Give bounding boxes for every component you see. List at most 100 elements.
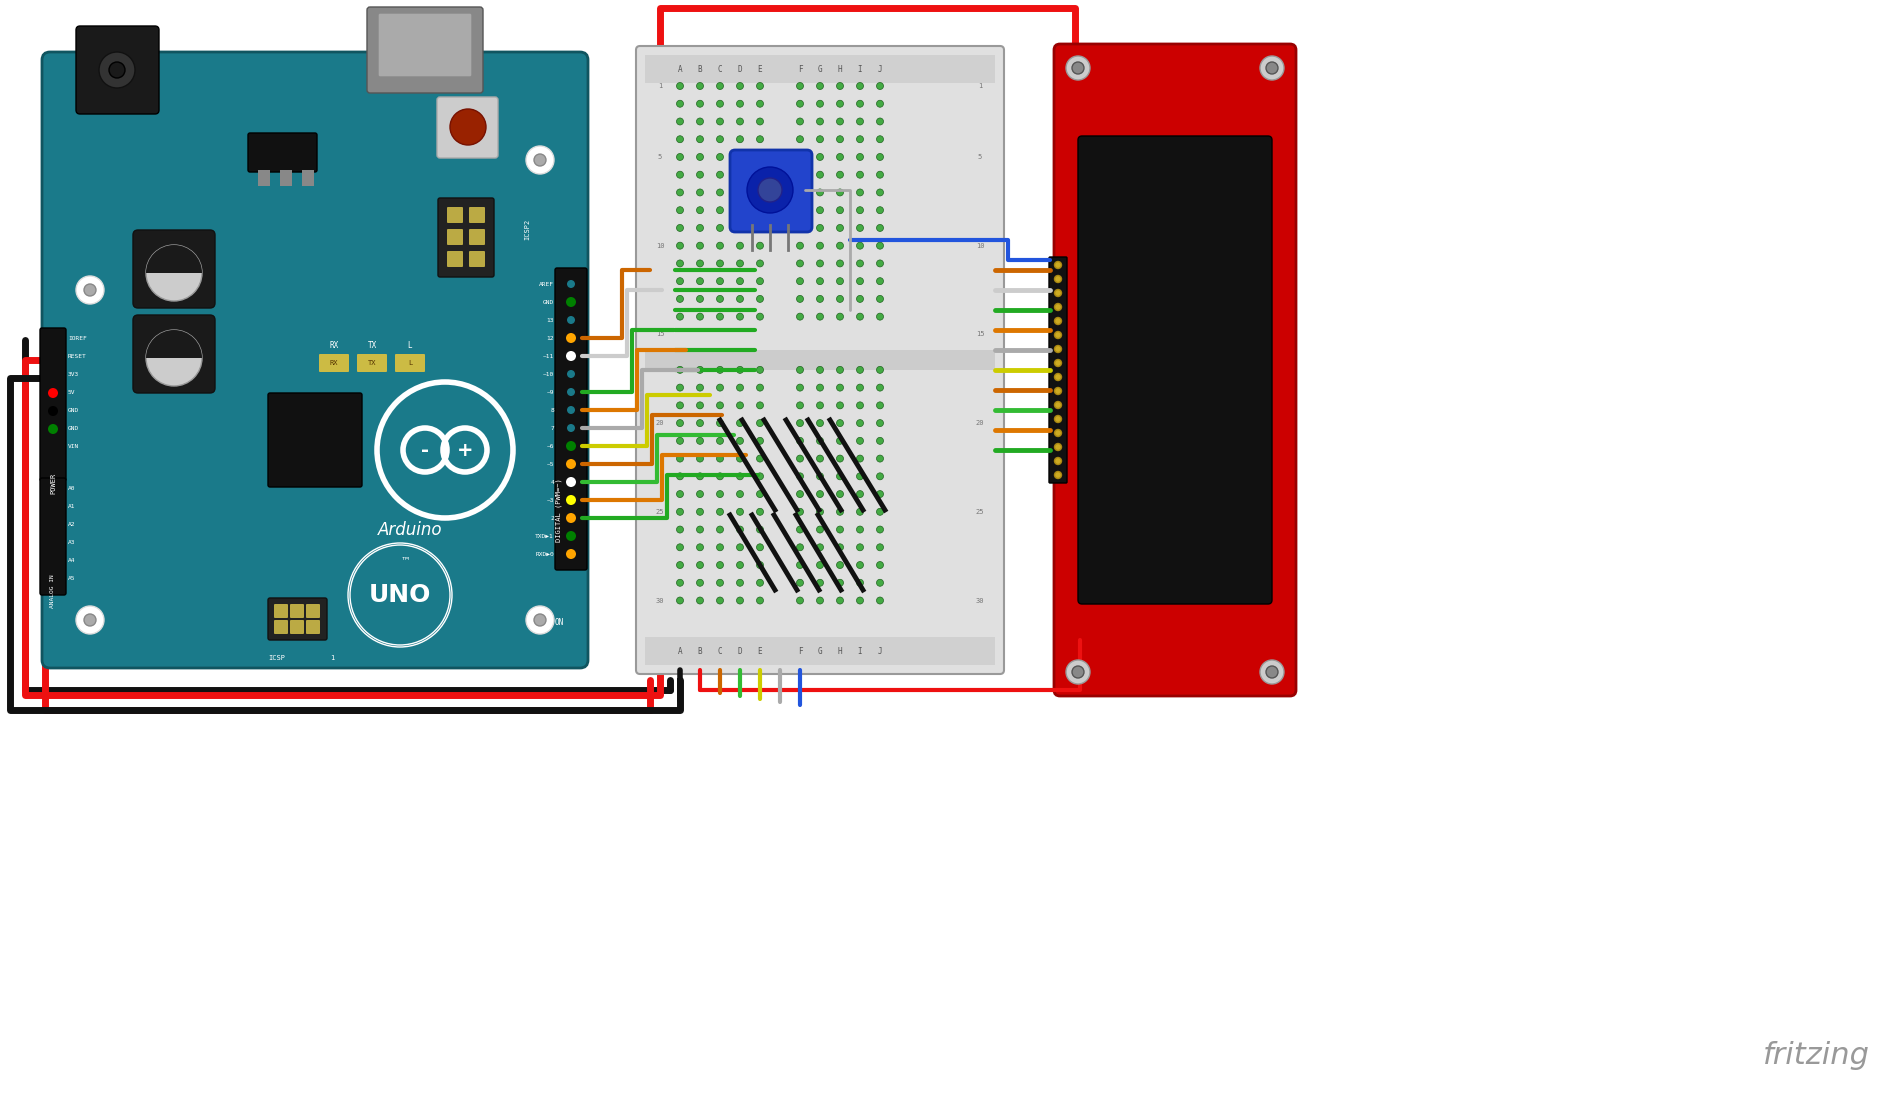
Circle shape [837,437,843,444]
FancyBboxPatch shape [396,354,424,372]
Circle shape [696,153,704,161]
Circle shape [677,260,683,266]
Circle shape [736,260,744,266]
Circle shape [856,82,864,90]
Circle shape [797,206,803,214]
Circle shape [877,295,884,302]
Circle shape [76,276,105,304]
Text: F: F [797,64,803,73]
Circle shape [677,278,683,284]
Bar [645,350,995,370]
Text: AREF: AREF [538,282,553,286]
Circle shape [757,562,763,568]
Circle shape [717,562,723,568]
Circle shape [677,562,683,568]
Circle shape [837,526,843,533]
Circle shape [837,82,843,90]
Circle shape [696,508,704,515]
Text: A2: A2 [68,523,76,527]
FancyBboxPatch shape [133,230,215,307]
Circle shape [816,82,824,90]
FancyBboxPatch shape [268,393,361,487]
Circle shape [837,206,843,214]
Circle shape [856,402,864,408]
FancyBboxPatch shape [76,26,160,114]
Circle shape [757,384,763,391]
FancyBboxPatch shape [470,229,485,245]
Circle shape [736,100,744,108]
FancyBboxPatch shape [378,13,472,77]
Circle shape [877,278,884,284]
Circle shape [717,295,723,302]
Circle shape [677,526,683,533]
Circle shape [1054,290,1061,296]
Circle shape [856,118,864,125]
Circle shape [534,154,546,166]
Circle shape [757,82,763,90]
Circle shape [48,406,57,416]
Circle shape [856,562,864,568]
Circle shape [797,437,803,444]
Circle shape [146,330,202,386]
Circle shape [527,606,553,634]
Circle shape [797,242,803,249]
Circle shape [1054,415,1061,423]
Text: B: B [698,646,702,656]
Circle shape [797,597,803,604]
Circle shape [877,224,884,232]
Circle shape [99,52,135,88]
Circle shape [1259,56,1284,80]
Circle shape [797,562,803,568]
Text: 10: 10 [976,243,983,249]
Circle shape [677,402,683,408]
Circle shape [76,606,105,634]
FancyBboxPatch shape [367,7,483,93]
FancyBboxPatch shape [437,198,495,278]
Circle shape [747,166,793,213]
FancyBboxPatch shape [289,604,304,618]
Circle shape [877,508,884,515]
Circle shape [877,171,884,179]
Circle shape [797,526,803,533]
Circle shape [856,526,864,533]
Circle shape [816,402,824,408]
Circle shape [717,508,723,515]
Circle shape [677,118,683,125]
Text: ~6: ~6 [546,444,553,448]
Circle shape [816,206,824,214]
Bar [259,170,270,186]
Circle shape [856,455,864,462]
Circle shape [696,278,704,284]
Circle shape [1054,457,1061,464]
Circle shape [757,402,763,408]
Circle shape [677,224,683,232]
Circle shape [816,153,824,161]
Circle shape [736,82,744,90]
Text: L: L [407,341,413,350]
Circle shape [816,544,824,551]
Text: 25: 25 [656,508,664,515]
FancyBboxPatch shape [358,354,386,372]
Text: 2: 2 [550,515,553,521]
Circle shape [877,313,884,320]
Circle shape [736,508,744,515]
Text: 20: 20 [976,420,983,426]
FancyBboxPatch shape [470,251,485,268]
Text: E: E [757,64,763,73]
Circle shape [1054,444,1061,451]
Text: A: A [677,64,683,73]
Text: 20: 20 [656,420,664,426]
Circle shape [856,278,864,284]
Circle shape [757,242,763,249]
Circle shape [736,473,744,480]
Text: fritzing: fritzing [1763,1041,1870,1070]
Circle shape [696,597,704,604]
Text: 30: 30 [656,597,664,604]
Circle shape [696,118,704,125]
FancyBboxPatch shape [40,478,67,595]
Circle shape [527,147,553,174]
Circle shape [837,171,843,179]
Text: A0: A0 [68,486,76,492]
Bar [280,170,293,186]
Circle shape [696,384,704,391]
